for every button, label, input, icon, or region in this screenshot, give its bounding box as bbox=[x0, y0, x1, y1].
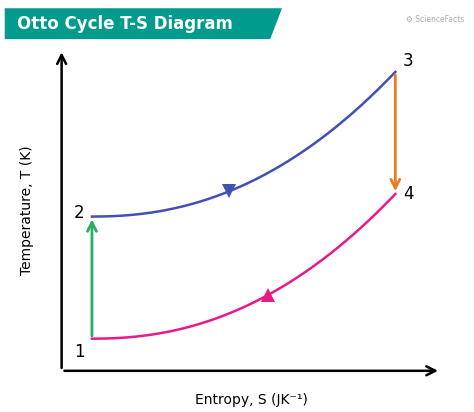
Text: 3: 3 bbox=[403, 52, 413, 70]
Text: Otto Cycle T-S Diagram: Otto Cycle T-S Diagram bbox=[17, 15, 232, 33]
Text: 4: 4 bbox=[403, 185, 413, 203]
Text: ⚙ ScienceFacts: ⚙ ScienceFacts bbox=[406, 14, 465, 23]
Text: Temperature, T (K): Temperature, T (K) bbox=[20, 145, 35, 275]
Text: 2: 2 bbox=[74, 204, 84, 222]
Text: 1: 1 bbox=[74, 344, 84, 361]
Text: Entropy, S (JK⁻¹): Entropy, S (JK⁻¹) bbox=[195, 393, 308, 407]
